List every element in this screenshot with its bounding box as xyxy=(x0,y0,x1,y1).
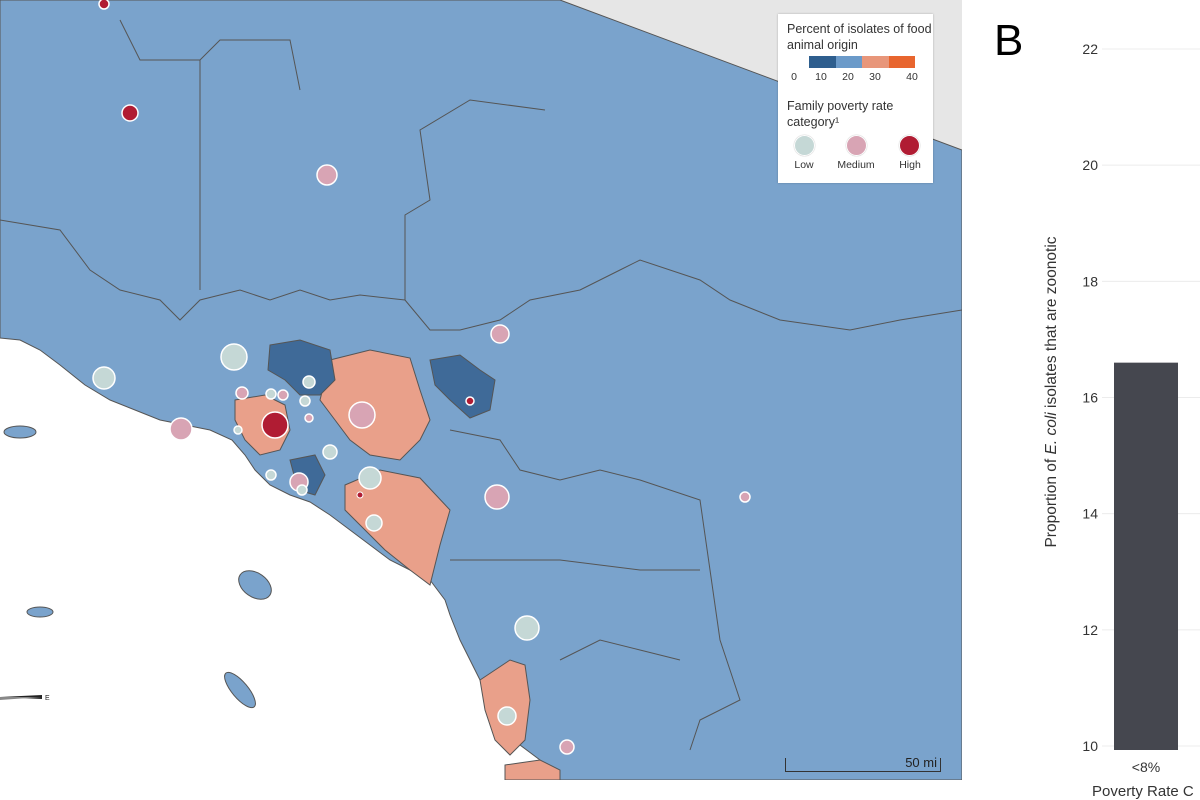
colorbar-tick: 30 xyxy=(869,71,881,83)
y-tick-label: 20 xyxy=(1082,157,1098,173)
poverty-legend-title: Family poverty rate category¹ xyxy=(787,99,894,129)
marker-medium xyxy=(169,417,193,441)
y-tick-label: 22 xyxy=(1082,41,1098,57)
darkblue-region-center xyxy=(267,339,336,396)
x-axis-label: Poverty Rate C xyxy=(1092,783,1194,800)
marker-high xyxy=(261,411,289,439)
colorbar-segment xyxy=(835,56,862,68)
marker-medium xyxy=(484,484,510,510)
marker-low xyxy=(322,444,338,460)
scale-bar: 50 mi xyxy=(785,755,943,774)
marker-low xyxy=(265,388,277,400)
chart-xticks: <8%8-14 xyxy=(1132,759,1160,775)
y-tick-label: 14 xyxy=(1082,506,1098,522)
scale-line xyxy=(785,771,941,772)
marker-high xyxy=(121,104,139,122)
marker-low xyxy=(296,484,308,496)
marker-low xyxy=(220,343,248,371)
marker-low xyxy=(514,615,540,641)
poverty-dot-high xyxy=(899,135,920,156)
marker-low xyxy=(358,466,382,490)
colorbar-tick: 20 xyxy=(842,71,854,83)
scale-label: 50 mi xyxy=(905,755,937,770)
chart-bars xyxy=(1114,362,1178,750)
marker-high xyxy=(356,491,364,499)
marker-medium xyxy=(316,164,338,186)
marker-medium xyxy=(490,324,510,344)
y-tick-label: 16 xyxy=(1082,390,1098,406)
orange-region-central xyxy=(319,349,431,461)
legend-title: Percent of isolates of food animal origi… xyxy=(787,22,932,52)
poverty-markers xyxy=(92,0,751,755)
compass-icon: E xyxy=(0,695,50,702)
island-2 xyxy=(238,570,272,600)
colorbar-tick: 40 xyxy=(906,71,918,83)
colorbar-tick: 0 xyxy=(791,71,797,83)
marker-low xyxy=(302,375,316,389)
marker-low xyxy=(299,395,311,407)
compass-label: E xyxy=(45,695,50,702)
colorbar-segment xyxy=(809,56,836,68)
y-tick-label: 18 xyxy=(1082,273,1098,289)
marker-high xyxy=(465,396,475,406)
darkblue-region-east xyxy=(429,354,496,419)
marker-low xyxy=(365,514,383,532)
scale-tick xyxy=(940,758,941,772)
poverty-label-medium: Medium xyxy=(837,159,875,171)
marker-medium xyxy=(559,739,575,755)
bar xyxy=(1114,362,1178,750)
panel-b-letter: B xyxy=(994,16,1024,65)
poverty-dot-medium xyxy=(846,135,867,156)
district-borders xyxy=(0,19,962,751)
marker-medium xyxy=(235,386,249,400)
marker-medium xyxy=(348,401,376,429)
chart-yticks: 10 12 14 16 18 20 22 xyxy=(1082,41,1098,754)
map-legend: Percent of isolates of food animal origi… xyxy=(778,14,933,183)
colorbar xyxy=(809,56,915,68)
orange-region-south xyxy=(344,469,451,586)
poverty-label-low: Low xyxy=(794,159,814,171)
marker-low xyxy=(233,425,243,435)
marker-medium xyxy=(739,491,751,503)
x-tick-label: <8% xyxy=(1132,759,1160,775)
marker-medium xyxy=(277,389,289,401)
colorbar-tick: 10 xyxy=(815,71,827,83)
island-3 xyxy=(26,606,54,618)
y-tick-label: 10 xyxy=(1082,738,1098,754)
marker-low xyxy=(497,706,517,726)
island-4 xyxy=(224,671,256,709)
island-1 xyxy=(3,425,37,439)
marker-low xyxy=(92,366,116,390)
map-panel: Percent of isolates of food animal origi… xyxy=(0,0,962,780)
marker-low xyxy=(265,469,277,481)
colorbar-segment xyxy=(888,56,915,68)
poverty-dot-low xyxy=(794,135,815,156)
y-axis-label: Proportion of E. coli isolates that are … xyxy=(1043,236,1060,547)
bar-chart: 10 12 14 16 18 20 22 <8%8-14 Proportion of E. … xyxy=(1043,41,1200,800)
marker-high xyxy=(98,0,110,10)
colorbar-segment xyxy=(862,56,889,68)
orange-region-sd2 xyxy=(504,759,561,780)
scale-tick xyxy=(785,758,786,772)
marker-medium xyxy=(304,413,314,423)
poverty-label-high: High xyxy=(899,159,921,171)
y-tick-label: 12 xyxy=(1082,622,1098,638)
